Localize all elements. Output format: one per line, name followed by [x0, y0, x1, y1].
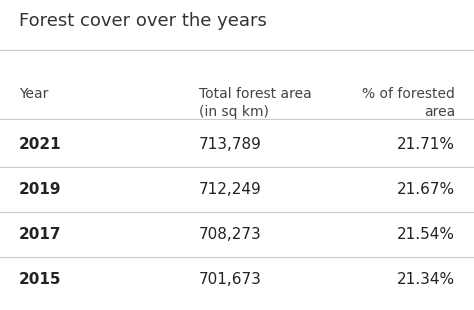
Text: 712,249: 712,249 [199, 182, 262, 197]
Text: % of forested
area: % of forested area [362, 87, 455, 119]
Text: 701,673: 701,673 [199, 272, 262, 286]
Text: 708,273: 708,273 [199, 227, 262, 241]
Text: 21.34%: 21.34% [397, 272, 455, 286]
Text: Total forest area
(in sq km): Total forest area (in sq km) [199, 87, 312, 119]
Text: 21.67%: 21.67% [397, 182, 455, 197]
Text: 2019: 2019 [19, 182, 62, 197]
Text: 2021: 2021 [19, 137, 62, 152]
Text: Year: Year [19, 87, 48, 101]
Text: 21.54%: 21.54% [397, 227, 455, 241]
Text: 713,789: 713,789 [199, 137, 262, 152]
Text: 2017: 2017 [19, 227, 62, 241]
Text: Forest cover over the years: Forest cover over the years [19, 12, 267, 30]
Text: 2015: 2015 [19, 272, 62, 286]
Text: 21.71%: 21.71% [397, 137, 455, 152]
